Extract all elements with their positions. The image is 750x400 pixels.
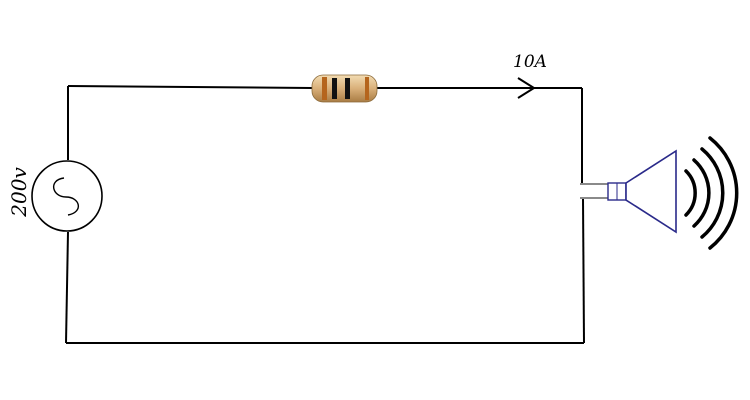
speaker-icon xyxy=(580,149,677,234)
resistor-band xyxy=(345,78,350,99)
current-direction-arrow-icon xyxy=(517,77,536,99)
wire-right-bottom xyxy=(582,198,585,344)
resistor-band xyxy=(332,78,337,99)
resistor-icon xyxy=(311,74,378,103)
resistor-band xyxy=(365,77,369,100)
sound-waves-icon xyxy=(684,136,739,250)
wire-left-bottom xyxy=(65,231,69,344)
current-label: 10A xyxy=(513,52,547,72)
ac-voltage-source-icon xyxy=(31,160,103,232)
circuit-wires xyxy=(65,85,585,344)
wire-top-left xyxy=(67,85,313,89)
voltage-label: 200v xyxy=(7,167,31,218)
resistor-band xyxy=(322,77,327,100)
